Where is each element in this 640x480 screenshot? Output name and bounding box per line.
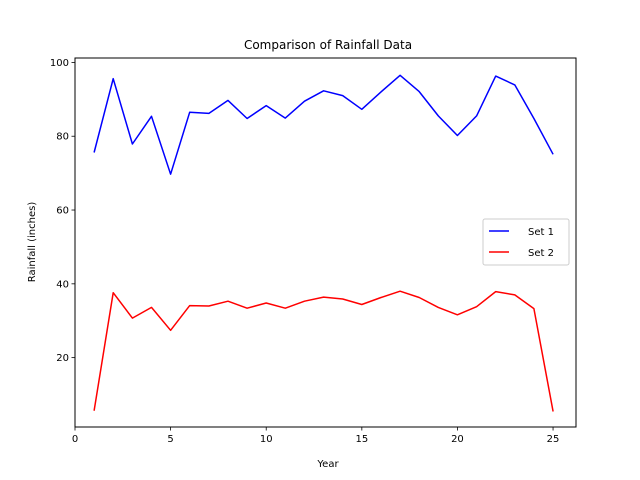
x-axis-ticks: 0 5 10 15 20 25 <box>72 427 560 445</box>
series-line-2 <box>93 290 554 412</box>
chart-title: Comparison of Rainfall Data <box>244 38 412 52</box>
plot-frame <box>74 57 577 428</box>
x-tick-label: 25 <box>547 434 560 445</box>
y-axis-ticks: 20 40 60 80 100 <box>50 58 75 364</box>
x-tick-label: 0 <box>72 434 78 445</box>
y-axis-label: Rainfall (inches) <box>27 202 38 283</box>
y-tick-label: 20 <box>56 353 69 364</box>
x-tick-label: 20 <box>451 434 464 445</box>
x-tick-label: 15 <box>355 434 368 445</box>
y-tick-label: 40 <box>56 279 69 290</box>
legend-label-2: Set 2 <box>528 248 554 259</box>
y-tick-label: 100 <box>50 58 69 69</box>
x-axis-label: Year <box>316 459 339 470</box>
plot-lines <box>93 74 554 412</box>
x-tick-label: 10 <box>260 434 273 445</box>
y-tick-label: 60 <box>56 206 69 217</box>
legend: Set 1 Set 2 <box>482 218 570 266</box>
x-tick-label: 5 <box>167 434 173 445</box>
legend-label-1: Set 1 <box>528 227 554 238</box>
y-tick-label: 80 <box>56 132 69 143</box>
legend-box <box>482 218 570 266</box>
series-line-1 <box>93 74 554 175</box>
